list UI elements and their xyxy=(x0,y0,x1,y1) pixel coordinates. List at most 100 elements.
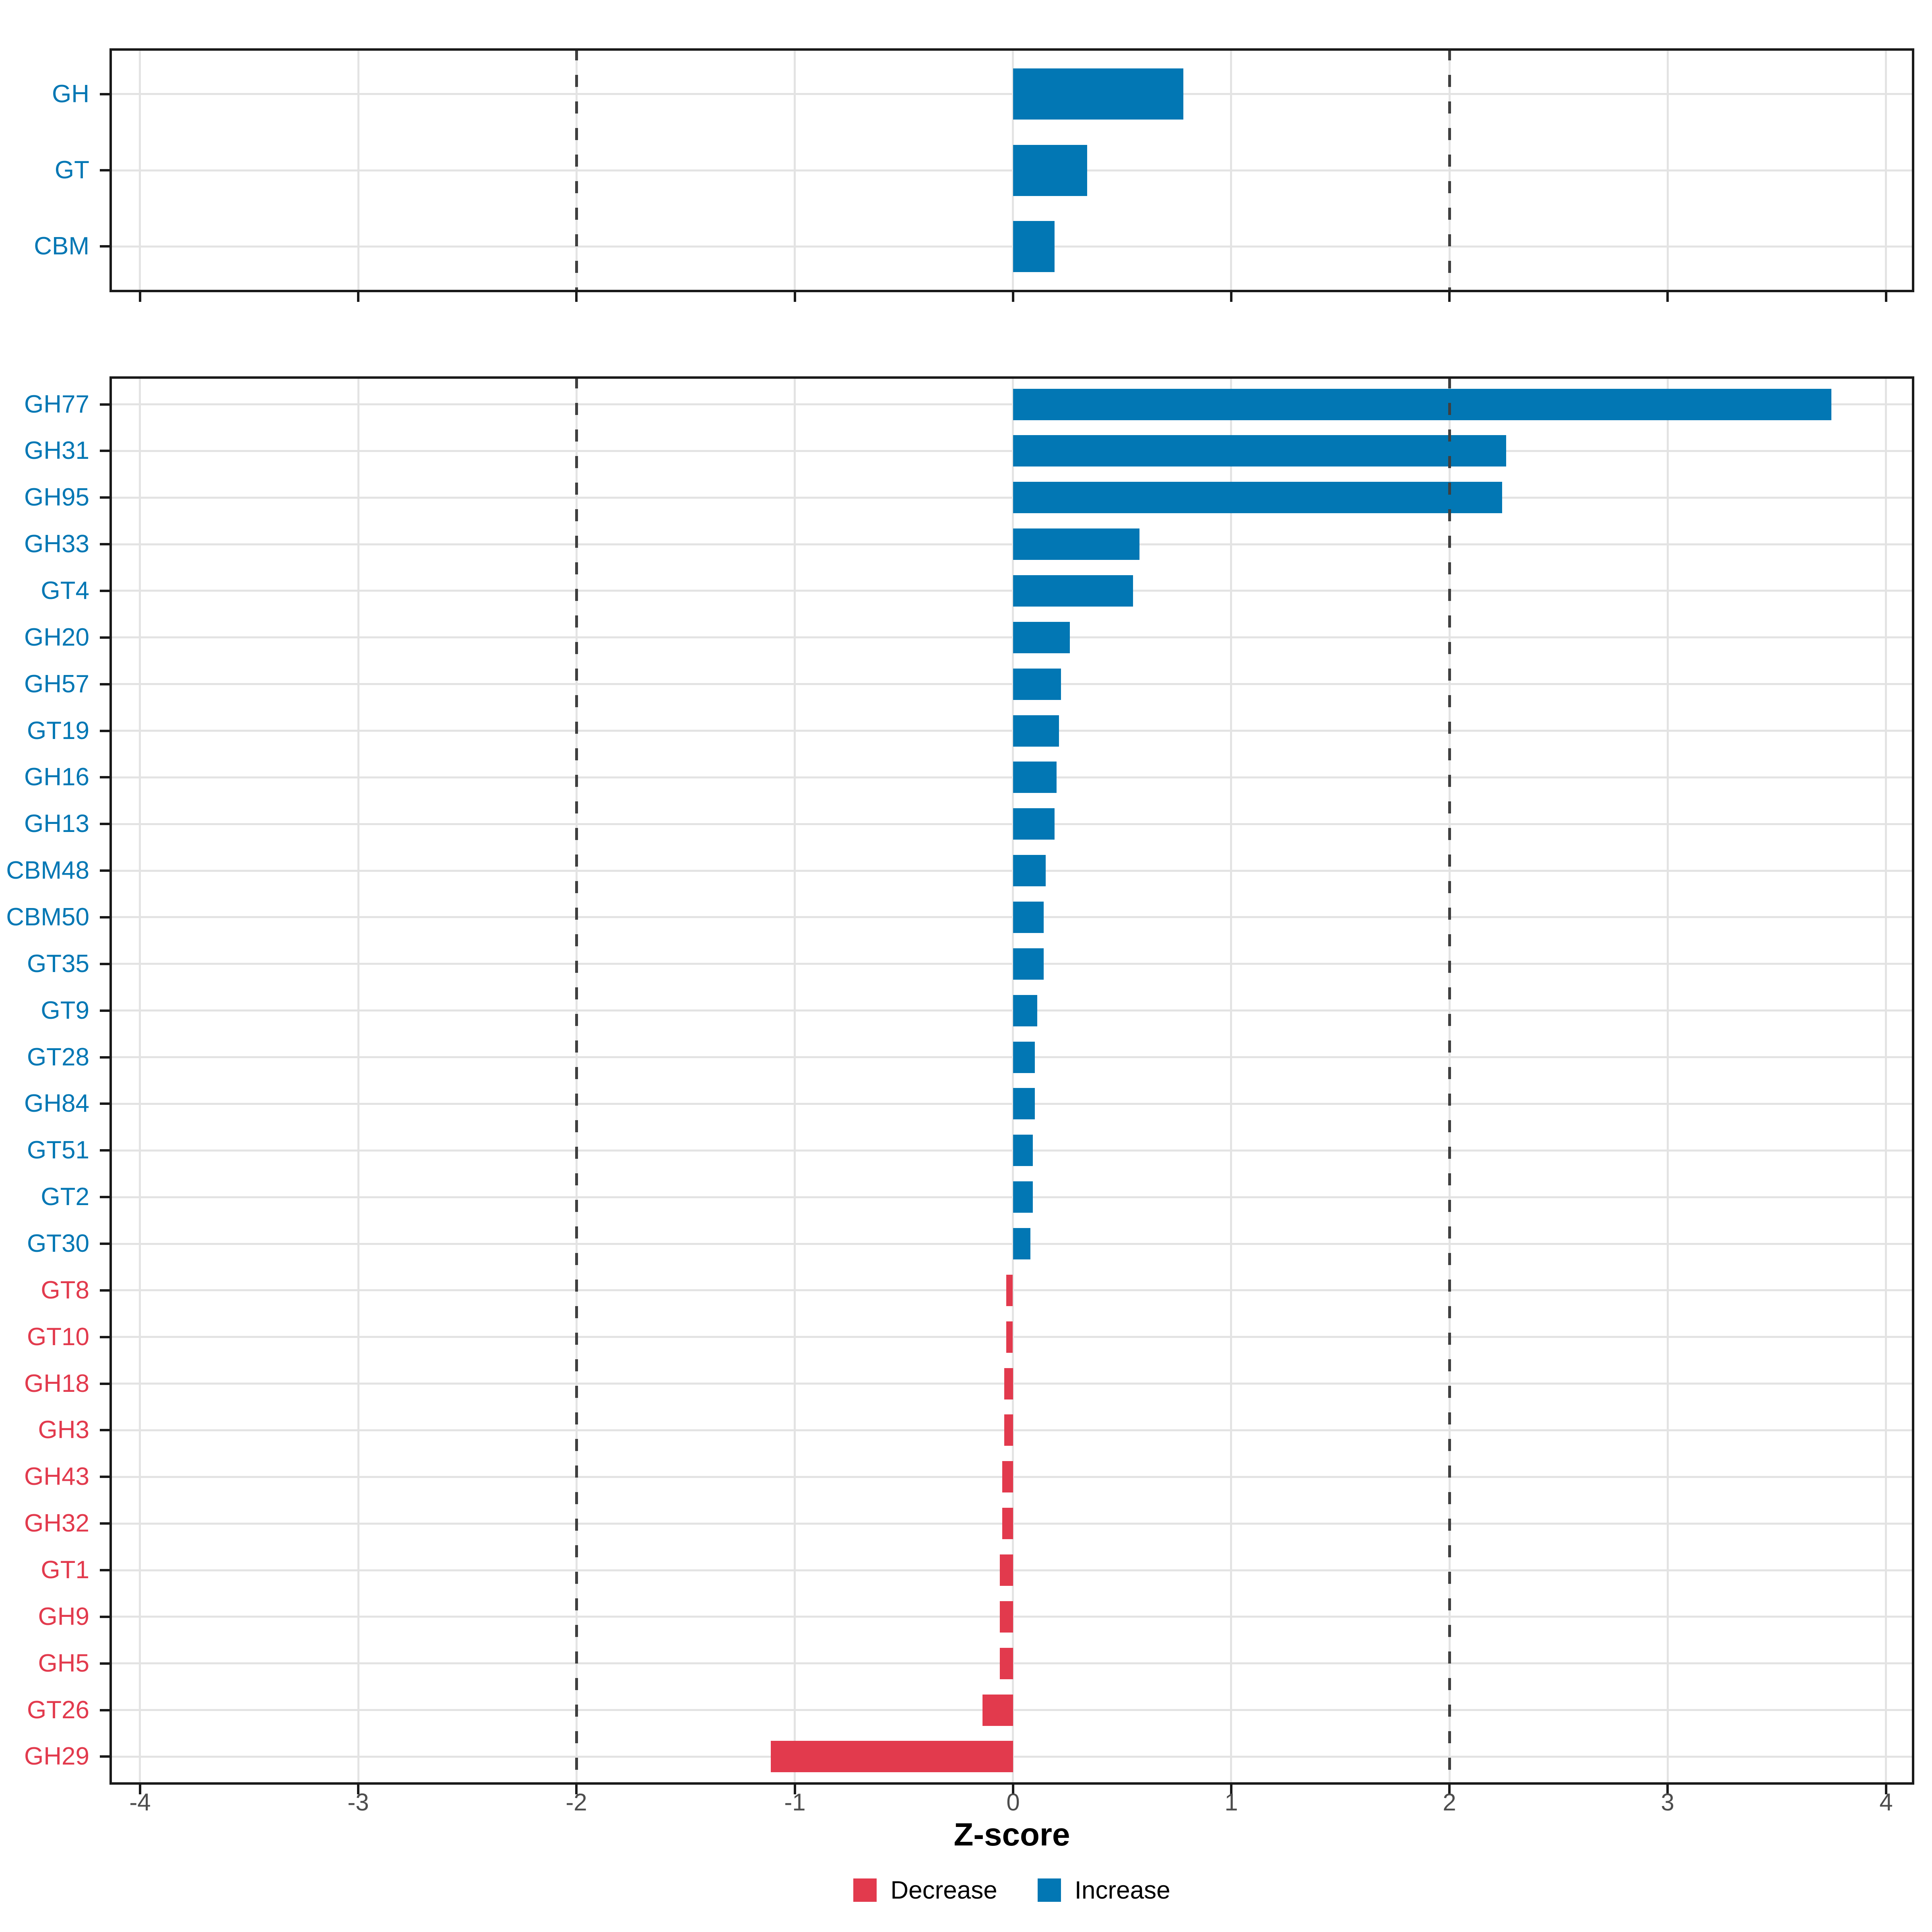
bar-GH32 xyxy=(1002,1508,1013,1539)
v-gridline xyxy=(1667,376,1669,1785)
category-label-GT30: GT30 xyxy=(27,1230,89,1257)
category-label-GH77: GH77 xyxy=(24,390,89,418)
x-tick-4 xyxy=(1885,1785,1887,1794)
y-tick xyxy=(100,1476,109,1478)
bar-GH18 xyxy=(1004,1368,1013,1399)
y-tick xyxy=(100,1009,109,1012)
x-tick--1 xyxy=(794,1785,796,1794)
category-label-GT10: GT10 xyxy=(27,1323,89,1351)
legend-item-increase: Increase xyxy=(1037,1876,1170,1905)
x-tick-label-0: 0 xyxy=(1006,1789,1020,1816)
x-tick-0 xyxy=(1012,1785,1014,1794)
y-tick xyxy=(100,1616,109,1618)
x-tick--3 xyxy=(357,292,359,302)
x-tick--3 xyxy=(357,1785,359,1794)
v-gridline xyxy=(794,48,796,292)
category-label-GH84: GH84 xyxy=(24,1090,89,1117)
x-tick-label--1: -1 xyxy=(784,1789,806,1816)
x-tick-2 xyxy=(1448,292,1451,302)
category-label-GT28: GT28 xyxy=(27,1043,89,1071)
bar-GH33 xyxy=(1013,528,1139,560)
v-gridline xyxy=(794,376,796,1785)
v-gridline xyxy=(139,376,141,1785)
category-label-CBM48: CBM48 xyxy=(6,857,89,884)
bar-GT8 xyxy=(1006,1275,1013,1306)
y-tick xyxy=(100,636,109,639)
v-gridline xyxy=(1667,48,1669,292)
category-label-GT1: GT1 xyxy=(41,1556,89,1584)
y-tick xyxy=(100,1709,109,1711)
top-panel-class xyxy=(109,48,1914,292)
bar-GH xyxy=(1013,68,1183,120)
category-label-GH29: GH29 xyxy=(24,1742,89,1770)
x-tick-label--3: -3 xyxy=(347,1789,369,1816)
x-tick-label-2: 2 xyxy=(1443,1789,1456,1816)
y-tick xyxy=(100,1522,109,1525)
v-gridline xyxy=(1012,376,1014,1785)
x-tick--4 xyxy=(139,1785,141,1794)
y-tick xyxy=(100,543,109,545)
category-label-GT51: GT51 xyxy=(27,1136,89,1164)
category-label-GH13: GH13 xyxy=(24,810,89,838)
y-tick xyxy=(100,1383,109,1385)
category-label-GH33: GH33 xyxy=(24,530,89,558)
bar-GT51 xyxy=(1013,1135,1033,1166)
y-tick xyxy=(100,496,109,499)
category-label-GH31: GH31 xyxy=(24,437,89,464)
x-tick-1 xyxy=(1230,292,1232,302)
bar-GT19 xyxy=(1013,715,1059,747)
y-tick xyxy=(100,683,109,685)
y-tick xyxy=(100,1755,109,1758)
x-tick-label-1: 1 xyxy=(1224,1789,1238,1816)
y-tick xyxy=(100,1569,109,1571)
bar-GT35 xyxy=(1013,948,1044,980)
bottom-panel-family xyxy=(109,376,1914,1785)
y-tick xyxy=(100,1336,109,1338)
category-label-GT8: GT8 xyxy=(41,1276,89,1304)
x-tick-label-4: 4 xyxy=(1879,1789,1893,1816)
x-axis-title: Z-score xyxy=(954,1816,1070,1852)
y-tick xyxy=(100,1429,109,1431)
x-tick-3 xyxy=(1666,292,1669,302)
legend-item-decrease: Decrease xyxy=(853,1876,997,1905)
category-label-GH43: GH43 xyxy=(24,1463,89,1490)
category-label-GT9: GT9 xyxy=(41,997,89,1024)
bar-GH31 xyxy=(1013,435,1506,466)
y-tick xyxy=(100,590,109,592)
v-gridline xyxy=(1230,48,1232,292)
category-label-GT35: GT35 xyxy=(27,950,89,978)
category-label-CBM: CBM xyxy=(34,232,89,260)
y-tick xyxy=(100,730,109,732)
bar-GT xyxy=(1013,145,1087,196)
v-gridline xyxy=(1012,48,1014,292)
bar-GH16 xyxy=(1013,762,1057,793)
bar-GH9 xyxy=(1000,1601,1013,1633)
y-tick xyxy=(100,1243,109,1245)
category-label-GH3: GH3 xyxy=(38,1416,89,1444)
y-tick xyxy=(100,1102,109,1105)
legend-swatch-increase-icon xyxy=(1037,1878,1061,1902)
reference-line--2 xyxy=(575,48,578,292)
bar-GH20 xyxy=(1013,622,1070,653)
bar-GT1 xyxy=(1000,1554,1013,1586)
x-tick--2 xyxy=(575,1785,578,1794)
x-tick--4 xyxy=(139,292,141,302)
v-gridline xyxy=(1230,376,1232,1785)
x-tick-label--2: -2 xyxy=(566,1789,587,1816)
bar-GH13 xyxy=(1013,808,1055,840)
bar-GT28 xyxy=(1013,1042,1035,1073)
bar-GT26 xyxy=(983,1695,1013,1726)
y-tick xyxy=(100,1196,109,1198)
category-label-GT: GT xyxy=(54,156,89,184)
v-gridline xyxy=(1885,48,1887,292)
y-tick xyxy=(100,869,109,872)
y-tick xyxy=(100,1289,109,1292)
category-label-GH32: GH32 xyxy=(24,1509,89,1537)
y-tick xyxy=(100,169,109,171)
category-label-GH95: GH95 xyxy=(24,483,89,511)
legend-label-increase: Increase xyxy=(1074,1876,1170,1904)
bar-GH84 xyxy=(1013,1088,1035,1119)
category-label-GH57: GH57 xyxy=(24,670,89,698)
v-gridline xyxy=(357,48,359,292)
